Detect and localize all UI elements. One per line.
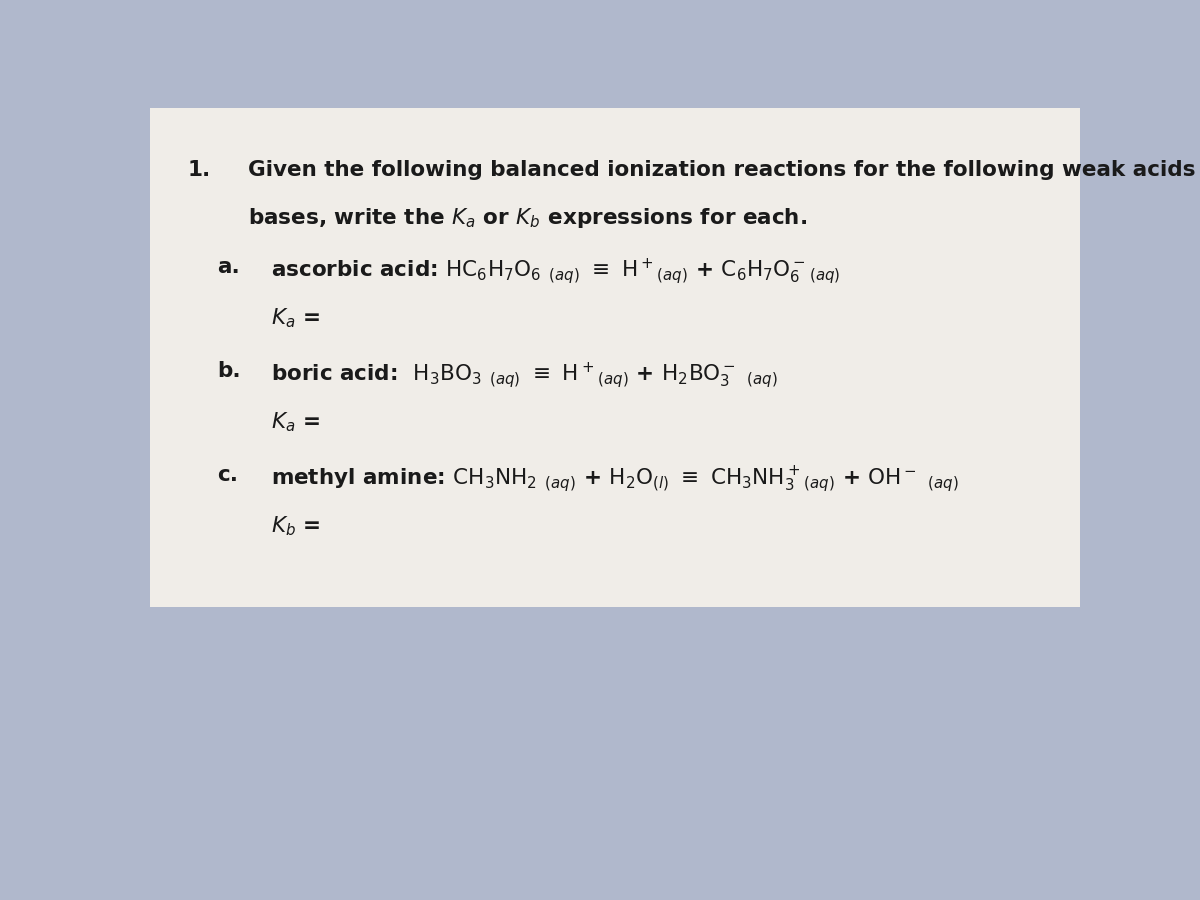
Text: bases, write the $K_a$ or $K_b$ expressions for each.: bases, write the $K_a$ or $K_b$ expressi… — [247, 206, 806, 230]
Text: boric acid:  $\mathrm{H_3BO_3}$ $_{(aq)}$ $\equiv$ $\mathrm{H^+}$$_{(aq)}$ + $\m: boric acid: $\mathrm{H_3BO_3}$ $_{(aq)}$… — [271, 361, 778, 391]
Text: c.: c. — [217, 465, 238, 485]
Text: 1.: 1. — [187, 160, 210, 180]
Text: $K_b$ =: $K_b$ = — [271, 515, 320, 538]
Text: $K_a$ =: $K_a$ = — [271, 410, 320, 435]
Text: ascorbic acid: $\mathrm{HC_6H_7O_6}$ $_{(aq)}$ $\equiv$ $\mathrm{H^+}$$_{(aq)}$ : ascorbic acid: $\mathrm{HC_6H_7O_6}$ $_{… — [271, 257, 840, 287]
FancyBboxPatch shape — [150, 108, 1080, 607]
Text: a.: a. — [217, 257, 240, 277]
Text: Given the following balanced ionization reactions for the following weak acids a: Given the following balanced ionization … — [247, 160, 1200, 180]
Text: b.: b. — [217, 361, 240, 381]
Text: $K_a$ =: $K_a$ = — [271, 307, 320, 330]
Text: methyl amine: $\mathrm{CH_3NH_2}$ $_{(aq)}$ + $\mathrm{H_2O}$$_{(l)}$ $\equiv$ $: methyl amine: $\mathrm{CH_3NH_2}$ $_{(aq… — [271, 465, 959, 495]
